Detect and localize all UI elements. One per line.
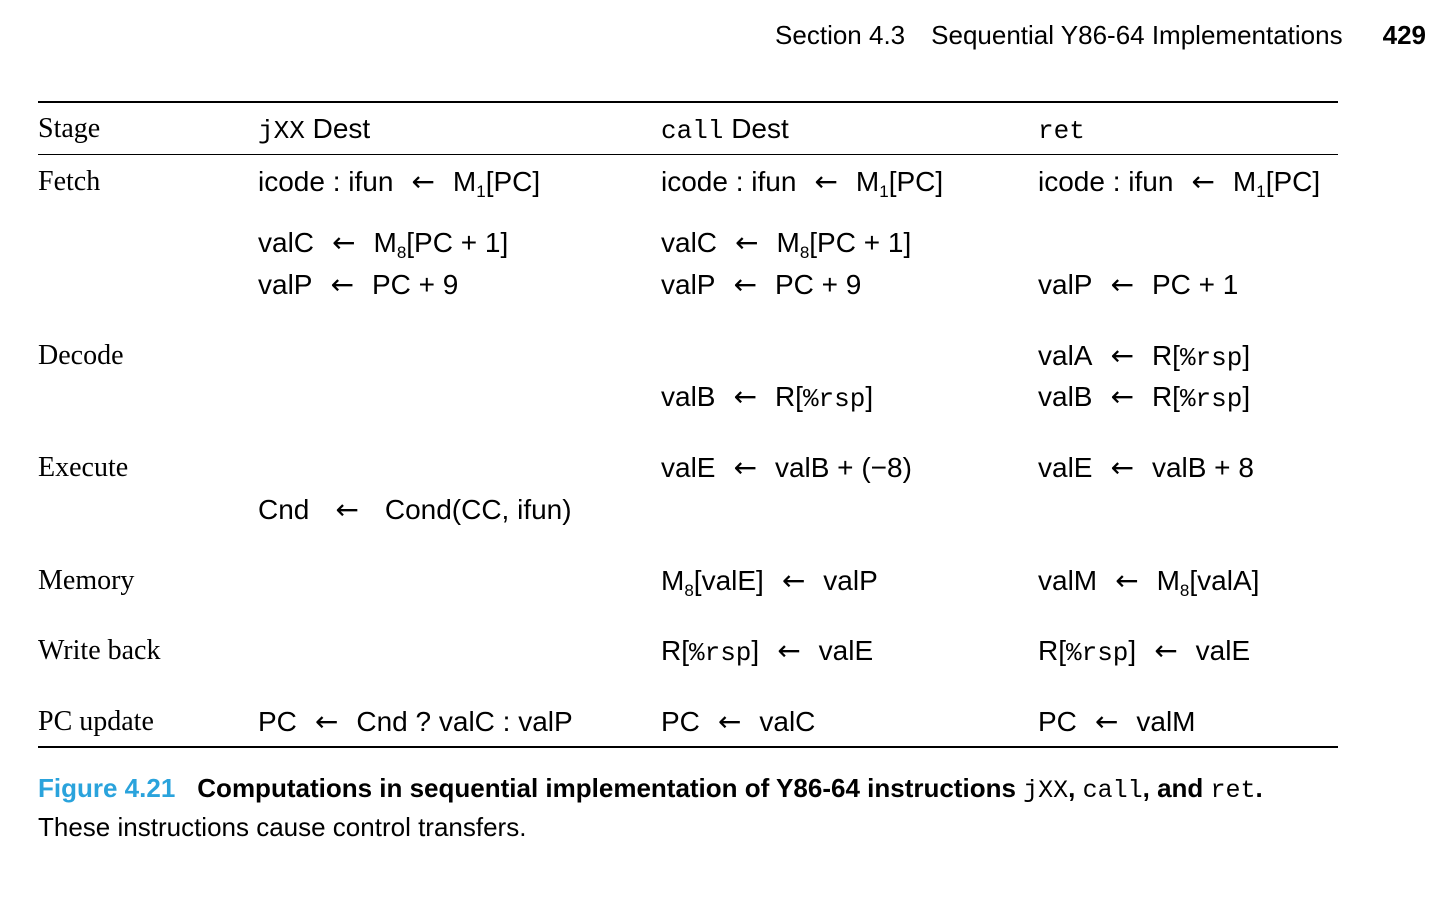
call-execute-vale: valE ← valB + (−8) <box>661 451 912 484</box>
column-header-ret: ret <box>1038 116 1085 146</box>
ret-decode-vala: valA ← R[%rsp] <box>1038 339 1251 373</box>
jxx-execute-cnd: Cnd ← Cond(CC, ifun) <box>258 493 572 526</box>
call-pc-update: PC ← valC <box>661 705 816 738</box>
call-fetch-valp: valP ← PC + 9 <box>661 268 862 301</box>
stage-memory: Memory <box>38 565 135 596</box>
page-number: 429 <box>1382 20 1426 50</box>
ret-fetch-valp: valP ← PC + 1 <box>1038 268 1239 301</box>
call-memory-write: M8[valE] ← valP <box>661 564 878 600</box>
ret-pc-update: PC ← valM <box>1038 705 1196 738</box>
figure-caption: Figure 4.21 Computations in sequential im… <box>38 770 1428 846</box>
table-bottom-rule <box>38 746 1338 748</box>
call-fetch-icode: icode : ifun ← M1[PC] <box>661 165 944 201</box>
column-header-call: call Dest <box>661 113 789 146</box>
column-header-jxx: jXX Dest <box>258 113 371 146</box>
figure-title: Computations in sequential implementatio… <box>197 773 1263 805</box>
stage-pc-update: PC update <box>38 706 154 737</box>
stage-write-back: Write back <box>38 635 161 666</box>
stage-fetch: Fetch <box>38 166 101 197</box>
jxx-fetch-valp: valP ← PC + 9 <box>258 268 459 301</box>
ret-writeback-rsp: R[%rsp] ← valE <box>1038 634 1251 668</box>
jxx-fetch-icode: icode : ifun ← M1[PC] <box>258 165 541 201</box>
running-header: Section 4.3 Sequential Y86-64 Implementat… <box>775 20 1426 51</box>
table-top-rule <box>38 101 1338 103</box>
stage-decode: Decode <box>38 340 124 371</box>
figure-description: These instructions cause control transfe… <box>38 812 527 842</box>
jxx-fetch-valc: valC ← M8[PC + 1] <box>258 226 509 262</box>
call-writeback-rsp: R[%rsp] ← valE <box>661 634 874 668</box>
call-fetch-valc: valC ← M8[PC + 1] <box>661 226 912 262</box>
ret-decode-valb: valB ← R[%rsp] <box>1038 380 1251 414</box>
jxx-pc-update: PC ← Cnd ? valC : valP <box>258 705 573 738</box>
table-header-rule <box>38 154 1338 155</box>
call-decode-valb: valB ← R[%rsp] <box>661 380 874 414</box>
stage-column-header: Stage <box>38 113 101 144</box>
ret-fetch-icode: icode : ifun ← M1[PC] <box>1038 165 1321 201</box>
ret-execute-vale: valE ← valB + 8 <box>1038 451 1254 484</box>
figure-number: Figure 4.21 <box>38 773 176 803</box>
section-number: Section 4.3 <box>775 20 906 50</box>
section-title: Sequential Y86-64 Implementations <box>931 20 1343 50</box>
ret-memory-read: valM ← M8[valA] <box>1038 564 1260 600</box>
stage-execute: Execute <box>38 452 129 483</box>
